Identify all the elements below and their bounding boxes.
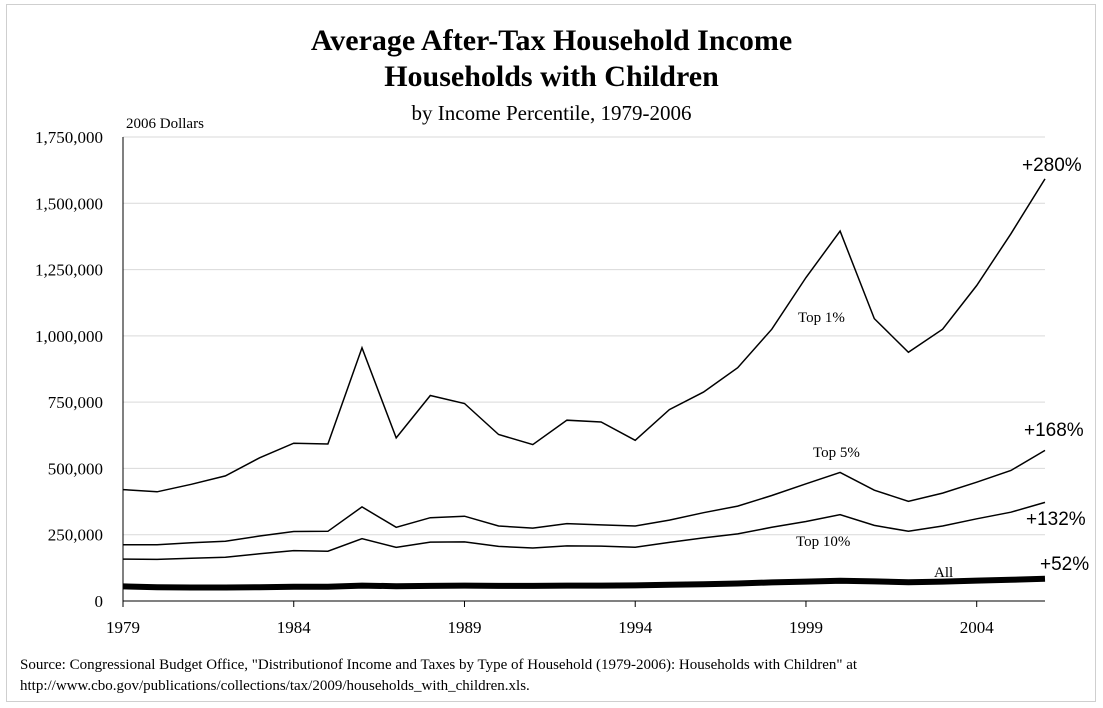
y-tick-label: 500,000 [48, 459, 103, 478]
x-tick-label: 1994 [618, 618, 653, 637]
y-tick-label: 1,000,000 [35, 327, 103, 346]
percent-change-label: +168% [1024, 420, 1084, 441]
y-tick-label: 0 [95, 592, 104, 611]
chart-subtitle: by Income Percentile, 1979-2006 [411, 101, 692, 125]
percent-change-label: +52% [1040, 554, 1089, 575]
x-tick-label: 2004 [960, 618, 995, 637]
chart-frame [6, 4, 1096, 702]
series-label: Top 1% [798, 310, 845, 326]
y-tick-label: 1,500,000 [35, 194, 103, 213]
percent-change-label: +132% [1026, 509, 1086, 530]
series-line-top-1 [122, 178, 1046, 493]
y-tick-label: 1,250,000 [35, 261, 103, 280]
x-tick-label: 1979 [106, 618, 140, 637]
series-line-top-10 [122, 501, 1046, 561]
series-label: Top 5% [813, 445, 860, 461]
y-axis-unit-label: 2006 Dollars [126, 116, 204, 132]
series-label: All [934, 565, 953, 581]
source-note: Source: Congressional Budget Office, "Di… [20, 657, 858, 694]
chart-title-line2: Households with Children [384, 60, 719, 93]
x-tick-label: 1999 [789, 618, 823, 637]
y-tick-label: 1,750,000 [35, 128, 103, 147]
y-tick-label: 250,000 [48, 526, 103, 545]
chart-title: Average After-Tax Household Income [310, 24, 793, 57]
x-tick-label: 1984 [277, 618, 312, 637]
percent-change-label: +280% [1022, 155, 1082, 176]
series-label: Top 10% [796, 534, 850, 550]
series-line-top-5 [123, 449, 1046, 546]
y-tick-label: 750,000 [48, 393, 103, 412]
x-tick-label: 1989 [447, 618, 481, 637]
series-line-all [122, 575, 1046, 591]
